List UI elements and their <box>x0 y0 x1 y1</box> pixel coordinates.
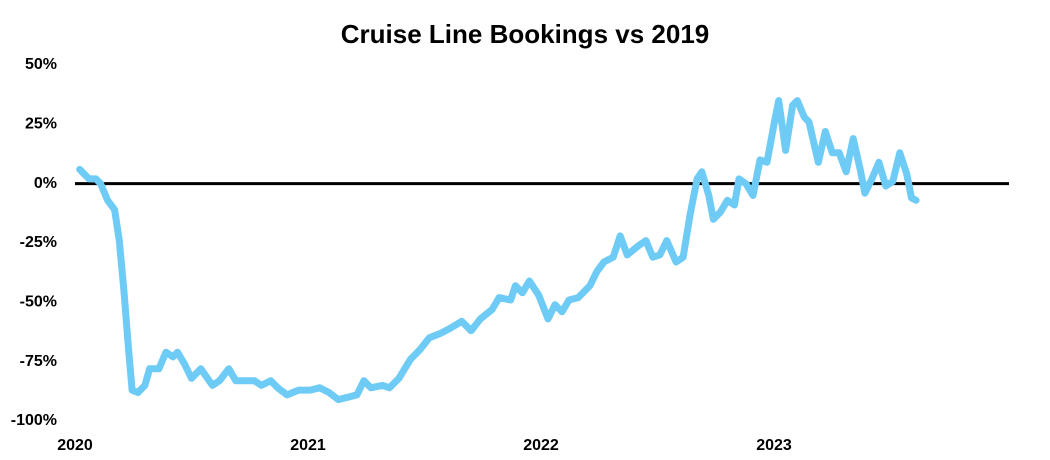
y-tick-label: -25% <box>20 234 57 251</box>
data-line <box>76 97 920 404</box>
y-tick-label: -75% <box>20 353 57 370</box>
y-tick-label: 0% <box>34 175 57 192</box>
chart-title: Cruise Line Bookings vs 2019 <box>341 19 709 49</box>
y-tick-label: 50% <box>25 56 57 73</box>
y-tick-label: -100% <box>11 412 57 429</box>
x-tick-label: 2022 <box>523 437 559 454</box>
x-tick-label: 2020 <box>57 437 93 454</box>
x-tick-label: 2021 <box>290 437 326 454</box>
y-tick-label: 25% <box>25 116 57 133</box>
y-tick-label: -50% <box>20 294 57 311</box>
x-tick-label: 2023 <box>756 437 792 454</box>
